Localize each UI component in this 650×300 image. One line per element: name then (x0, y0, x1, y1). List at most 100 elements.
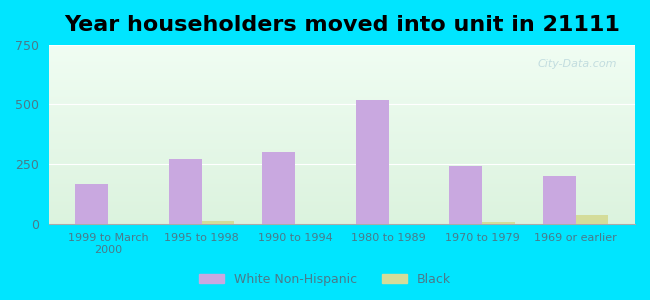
Bar (356, 100, 389, 224)
Bar (75, 184, 108, 224)
Bar (49, 197, 635, 198)
Bar (49, 80, 635, 81)
Bar (49, 178, 635, 179)
Bar (49, 140, 635, 141)
Bar (49, 185, 635, 186)
Bar (49, 65, 635, 66)
Bar (49, 160, 635, 161)
Bar (49, 129, 635, 130)
Bar (49, 93, 635, 94)
Bar (49, 166, 635, 167)
Bar (49, 220, 635, 221)
Bar (49, 165, 635, 166)
Bar (49, 78, 635, 79)
Bar (49, 205, 635, 206)
Bar (49, 159, 635, 160)
Bar (49, 208, 635, 209)
Bar (49, 146, 635, 147)
Bar (49, 69, 635, 70)
Bar (49, 123, 635, 124)
Bar (49, 55, 635, 56)
Bar (49, 62, 635, 63)
Bar (49, 95, 635, 96)
Bar (49, 67, 635, 68)
Bar (49, 125, 635, 126)
Bar (49, 85, 635, 86)
Bar (49, 186, 635, 187)
Bar (49, 167, 635, 168)
Bar (202, 221, 235, 224)
Bar (49, 87, 635, 88)
Bar (49, 168, 635, 169)
Title: Year householders moved into unit in 21111: Year householders moved into unit in 211… (64, 15, 620, 35)
Bar (49, 50, 635, 51)
Bar (49, 206, 635, 207)
Bar (49, 82, 635, 83)
Bar (49, 58, 635, 59)
Bar (49, 202, 635, 203)
Bar (49, 156, 635, 157)
Bar (49, 221, 635, 222)
Bar (49, 218, 635, 219)
Bar (49, 56, 635, 57)
Bar (49, 86, 635, 87)
Bar (49, 47, 635, 48)
Bar (49, 207, 635, 208)
Bar (49, 181, 635, 182)
Bar (49, 192, 635, 193)
Bar (49, 90, 635, 91)
Bar (49, 105, 635, 106)
Bar (49, 118, 635, 119)
Bar (49, 142, 635, 143)
Bar (49, 154, 635, 155)
Bar (49, 68, 635, 69)
Bar (49, 219, 635, 220)
Bar (49, 139, 635, 140)
Bar (49, 74, 635, 75)
Bar (49, 134, 635, 135)
Bar (49, 149, 635, 150)
Bar (49, 209, 635, 210)
Bar (49, 150, 635, 151)
Bar (49, 120, 635, 121)
Bar (49, 101, 635, 102)
Bar (49, 212, 635, 213)
Bar (49, 138, 635, 139)
Bar (49, 200, 635, 201)
Bar (49, 131, 635, 132)
Bar (49, 98, 635, 99)
Bar (49, 100, 635, 101)
Bar (49, 45, 635, 46)
Bar (49, 53, 635, 54)
Bar (49, 158, 635, 159)
Bar (49, 46, 635, 47)
Bar (49, 179, 635, 180)
Bar (49, 119, 635, 120)
Bar (49, 82, 635, 83)
Bar (49, 222, 635, 223)
Bar (49, 109, 635, 110)
Bar (49, 198, 635, 199)
Bar (49, 215, 635, 216)
Bar (49, 173, 635, 174)
Bar (49, 170, 635, 171)
Bar (49, 92, 635, 93)
Bar (49, 161, 635, 162)
Bar (49, 59, 635, 60)
Bar (482, 222, 515, 224)
Bar (263, 152, 295, 224)
Bar (49, 121, 635, 122)
Bar (49, 112, 635, 113)
Bar (49, 81, 635, 82)
Bar (49, 136, 635, 137)
Bar (49, 110, 635, 111)
Bar (49, 132, 635, 133)
Bar (49, 137, 635, 138)
Bar (49, 122, 635, 123)
Bar (49, 60, 635, 61)
Bar (49, 76, 635, 77)
Bar (49, 199, 635, 200)
Legend: White Non-Hispanic, Black: White Non-Hispanic, Black (194, 268, 456, 291)
Bar (49, 102, 635, 103)
Bar (49, 104, 635, 105)
